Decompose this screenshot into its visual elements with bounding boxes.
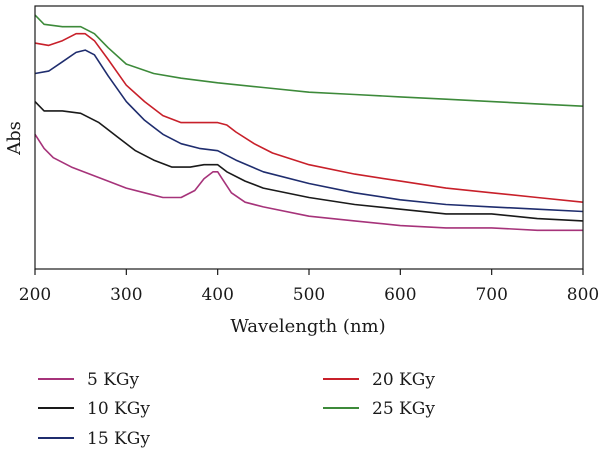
legend-label-1: 10 KGy xyxy=(87,399,150,419)
plot-lines xyxy=(34,14,584,232)
x-tick-label-2: 400 xyxy=(201,285,233,305)
x-tick-label-0: 200 xyxy=(19,285,51,305)
legend-label-4: 25 KGy xyxy=(372,399,435,419)
y-axis-title: Abs xyxy=(4,121,25,156)
series-line-4 xyxy=(34,14,584,107)
legend-label-3: 20 KGy xyxy=(372,370,435,390)
x-tick-label-5: 700 xyxy=(475,285,507,305)
x-axis-title: Wavelength (nm) xyxy=(230,316,385,337)
legend-label-0: 5 KGy xyxy=(87,370,140,390)
series-line-3 xyxy=(34,32,584,203)
legend-label-2: 15 KGy xyxy=(87,429,150,449)
legend: 5 KGy 10 KGy 15 KGy 20 KGy 25 KGy xyxy=(38,370,435,449)
x-tick-label-1: 300 xyxy=(110,285,142,305)
x-tick-label-4: 600 xyxy=(384,285,416,305)
x-axis-ticks: 200 300 400 500 600 700 800 xyxy=(19,269,599,305)
x-tick-label-6: 800 xyxy=(567,285,599,305)
series-line-0 xyxy=(34,133,583,232)
series-line-2 xyxy=(34,49,584,213)
series-line-1 xyxy=(34,101,584,222)
x-tick-label-3: 500 xyxy=(293,285,325,305)
